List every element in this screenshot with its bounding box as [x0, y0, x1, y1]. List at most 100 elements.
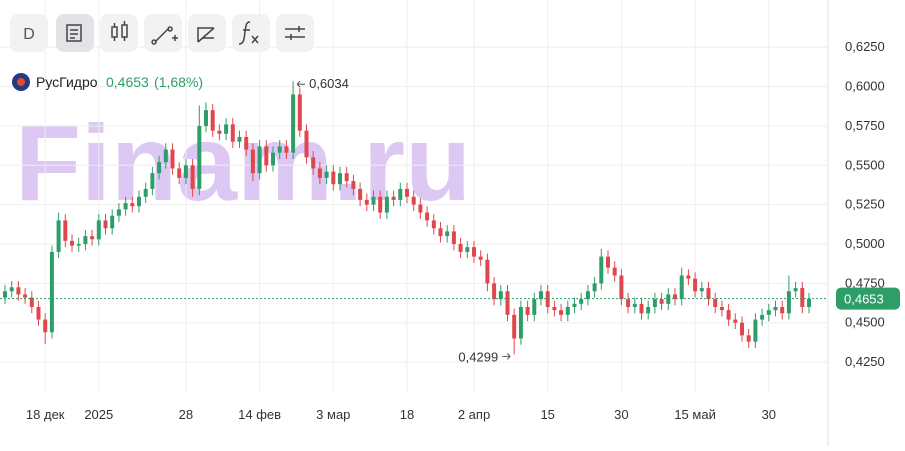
annotation-min: 0,4299	[458, 349, 498, 364]
candle-body	[807, 298, 811, 307]
candle-body	[83, 236, 88, 245]
candle-body	[103, 220, 108, 229]
candle-body	[425, 212, 430, 221]
tool-button[interactable]	[188, 14, 226, 52]
candle-body	[458, 244, 463, 252]
annotation-arrow	[296, 80, 306, 88]
candle-body	[498, 291, 503, 300]
candle-body	[512, 314, 517, 339]
candle-body	[713, 299, 718, 307]
candle-body	[646, 306, 651, 314]
candle-body	[465, 247, 470, 252]
candle-body	[706, 288, 711, 300]
y-tick-label: 0,6000	[845, 79, 885, 94]
icon	[111, 21, 128, 41]
candle-body	[411, 196, 416, 205]
annotation-max: 0,6034	[309, 76, 349, 91]
candle-body	[9, 287, 14, 292]
candle-body	[150, 173, 155, 189]
candle-body	[492, 283, 497, 300]
toolbar: D	[10, 14, 314, 52]
candle-body	[250, 149, 255, 174]
tool-button[interactable]	[56, 14, 94, 52]
y-tick-label: 0,5250	[845, 197, 885, 212]
candle-body	[632, 303, 637, 307]
candle-body	[230, 124, 235, 142]
tool-button[interactable]	[100, 14, 138, 52]
x-tick-label: 2025	[84, 407, 113, 422]
candle-body	[76, 244, 81, 246]
candle-body	[3, 291, 7, 298]
candle-body	[70, 240, 74, 246]
x-tick-label: 30	[614, 407, 628, 422]
x-tick-label: 30	[762, 407, 776, 422]
candle-body	[143, 188, 148, 197]
candle-body	[183, 165, 188, 178]
y-tick-label: 0,6250	[845, 39, 885, 54]
icon	[197, 27, 215, 43]
candle-body	[539, 291, 543, 300]
candle-body	[304, 130, 309, 158]
candle-body	[130, 203, 135, 207]
candle-body	[565, 306, 570, 315]
candle-body	[358, 188, 363, 200]
candle-body	[177, 168, 182, 178]
candle-body	[673, 294, 677, 300]
candle-body	[592, 283, 597, 292]
candle-body	[36, 306, 41, 320]
y-tick-label: 0,5000	[845, 236, 885, 251]
candle-body	[317, 168, 322, 178]
candle-body	[277, 146, 282, 153]
candle-body	[43, 319, 48, 333]
candle-body	[204, 110, 208, 126]
candle-body	[719, 306, 724, 311]
candle-body	[284, 146, 289, 153]
x-tick-label: 28	[179, 407, 193, 422]
candle-body	[626, 299, 631, 307]
candle-body	[485, 259, 490, 284]
candle-body	[271, 152, 275, 166]
candle-body	[599, 256, 604, 284]
candle-body	[606, 256, 610, 268]
candle-body	[351, 181, 356, 189]
x-tick-label: 3 мар	[316, 407, 350, 422]
instrument: РусГидро	[36, 74, 98, 90]
candle-body	[170, 149, 175, 169]
candle-body	[652, 299, 657, 307]
candle-body	[572, 303, 577, 307]
candle-body	[693, 278, 698, 292]
candle-body	[96, 220, 101, 240]
x-tick-label: 18 дек	[26, 407, 65, 422]
candle-body	[445, 231, 450, 237]
tool-button[interactable]	[232, 14, 270, 52]
icon	[151, 26, 178, 45]
candle-body	[110, 215, 115, 229]
x-tick-label: 14 фев	[238, 407, 281, 422]
candle-body	[56, 220, 61, 252]
candle-body	[699, 288, 704, 292]
x-tick-label: 2 апр	[458, 407, 490, 422]
interval-button[interactable]	[10, 14, 48, 52]
candle-body	[793, 288, 798, 292]
candle-body	[552, 306, 557, 311]
candle-body	[612, 267, 617, 276]
candle-body	[257, 146, 262, 174]
candle-body	[733, 319, 738, 323]
x-tick-label: 18	[400, 407, 414, 422]
candle-body	[773, 306, 778, 311]
x-tick-label: 15	[540, 407, 554, 422]
candle-body	[197, 125, 202, 189]
candle-body	[659, 299, 664, 304]
candle-body	[746, 335, 751, 342]
tool-button[interactable]	[276, 14, 314, 52]
candle-body	[418, 204, 423, 213]
icon	[285, 26, 305, 40]
interval-label: D	[23, 26, 35, 43]
last-price: 0,4653	[106, 74, 149, 90]
y-tick-label: 0,4750	[845, 275, 885, 290]
candle-body	[639, 303, 644, 314]
candle-body	[585, 291, 590, 300]
candle-body	[579, 299, 584, 304]
x-tick-label: 15 май	[674, 407, 716, 422]
candle-body	[49, 251, 54, 333]
